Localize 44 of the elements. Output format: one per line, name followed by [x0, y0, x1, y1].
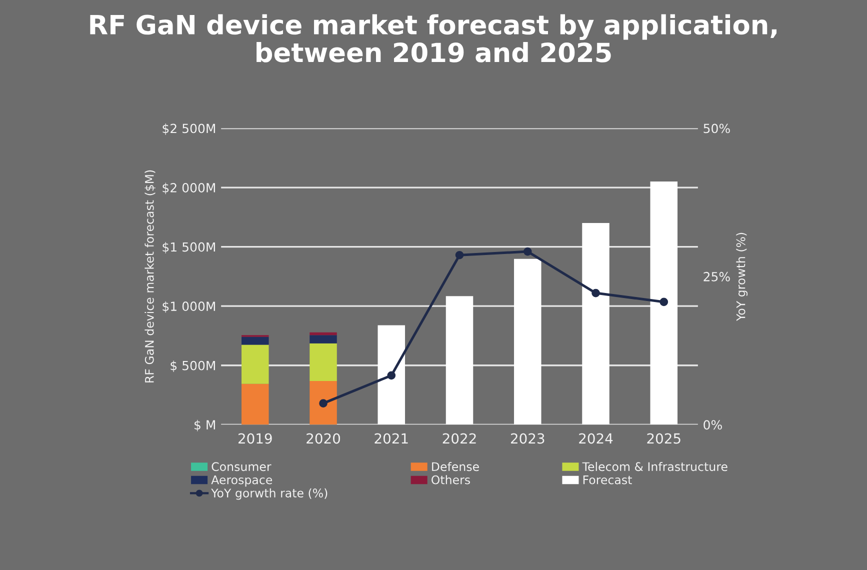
point — [660, 298, 668, 306]
bar — [242, 336, 269, 345]
x-tick-label: 2024 — [579, 433, 613, 444]
legend-label: Telecom & Infrastructure — [582, 462, 728, 472]
bar — [242, 384, 269, 425]
legend-label: Aerospace — [211, 476, 272, 487]
legend-label: Forecast — [583, 476, 632, 484]
point — [387, 371, 396, 380]
bar — [650, 181, 678, 425]
chart-title: RF GaN device market forecast by application, between 2019 and 2025 — [90, 14, 777, 62]
y-axis-title: RF GaN device market forecast ($M) — [144, 170, 156, 382]
x-tick-label: 2023 — [510, 433, 544, 444]
bar — [514, 258, 542, 425]
bar — [582, 222, 610, 425]
bar — [242, 344, 269, 384]
legend-label: Consumer — [212, 462, 272, 472]
legend-label: Defense — [432, 462, 479, 472]
bar — [310, 381, 337, 425]
y-tick-label: $ 500M — [170, 360, 216, 372]
x-tick-label: 2019 — [238, 433, 272, 444]
y2-axis-title: YoY growth (%) — [736, 232, 748, 322]
y-tick-label: $2 000M — [162, 182, 216, 194]
bar — [446, 296, 474, 425]
bar — [310, 335, 337, 344]
y-tick-label: $2 500M — [162, 124, 216, 135]
x-tick-label: 2025 — [647, 433, 680, 444]
y-tick-label: $1 000M — [162, 301, 216, 313]
y2-tick-label: 50% — [704, 124, 730, 134]
bar — [310, 343, 337, 382]
y2-tick-label: 25% — [704, 272, 730, 282]
point — [592, 288, 600, 298]
point — [319, 399, 328, 408]
y-tick-label: $1 500M — [162, 242, 216, 254]
x-tick-label: 2022 — [442, 433, 476, 444]
point — [523, 247, 532, 256]
y2-tick-label: 0% — [704, 420, 722, 430]
x-tick-label: 2021 — [374, 433, 408, 444]
point — [455, 250, 464, 260]
bar — [378, 325, 406, 425]
legend-label: YoY gorwth rate (%) — [211, 488, 328, 500]
legend-label: Others — [432, 475, 470, 484]
bar — [310, 332, 337, 336]
y-tick-label: $ M — [194, 420, 216, 432]
x-tick-label: 2020 — [306, 433, 340, 444]
